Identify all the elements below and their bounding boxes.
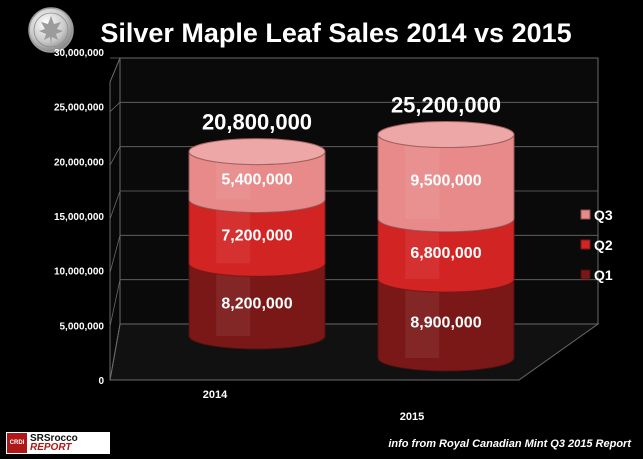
- y-tick-label: 30,000,000: [54, 48, 104, 59]
- x-tick-label: 2014: [203, 389, 228, 401]
- bar-cap-q3-2014: [188, 138, 326, 166]
- chart-frame: [109, 57, 600, 381]
- data-label: 5,400,000: [221, 172, 292, 189]
- legend: Q3 Q2 Q1: [580, 207, 613, 283]
- bar-highlight: [405, 134, 440, 219]
- total-label: 20,800,000: [202, 110, 312, 135]
- gridline-side: [109, 146, 121, 166]
- logo-top-text: SRSrocco: [30, 433, 78, 444]
- gridline-side: [109, 102, 121, 112]
- legend-label: Q3: [594, 207, 613, 223]
- srsrocco-logo: CRDI SRSrocco REPORT: [6, 432, 110, 454]
- legend-swatch: [580, 239, 591, 250]
- y-tick-label: 10,000,000: [54, 267, 104, 278]
- y-tick-label: 15,000,000: [54, 212, 104, 223]
- data-label: 6,800,000: [410, 245, 481, 262]
- x-tick-label: 2015: [400, 411, 424, 423]
- legend-swatch: [580, 209, 591, 220]
- x-axis: 2014 2015: [203, 389, 424, 423]
- data-label: 8,200,000: [221, 296, 292, 313]
- legend-swatch: [580, 269, 591, 280]
- gridline-side: [109, 235, 121, 273]
- gridline-side: [109, 190, 121, 220]
- bars: 8,200,000 7,200,000 5,400,000 20,800,000 8,9…: [188, 93, 515, 372]
- legend-label: Q2: [594, 237, 613, 253]
- floor: [109, 323, 600, 381]
- y-tick-label: 0: [98, 376, 104, 387]
- data-label: 8,900,000: [410, 315, 481, 332]
- data-label: 7,200,000: [221, 227, 292, 244]
- silver-coin-icon: [28, 7, 74, 53]
- y-axis: 0 5,000,000 10,000,000 15,000,000 20,000,000…: [54, 48, 105, 387]
- source-note: info from Royal Canadian Mint Q3 2015 Re…: [388, 438, 631, 450]
- chart-title: Silver Maple Leaf Sales 2014 vs 2015: [100, 18, 571, 48]
- gridline-side: [109, 323, 121, 381]
- data-label: 9,500,000: [410, 173, 481, 190]
- y-tick-label: 20,000,000: [54, 157, 104, 168]
- logo-bottom-text: REPORT: [30, 442, 72, 453]
- bar-cap-q3-2015: [377, 121, 515, 149]
- legend-label: Q1: [594, 267, 613, 283]
- total-label: 25,200,000: [391, 93, 501, 118]
- y-tick-label: 5,000,000: [60, 321, 105, 332]
- logo-badge: CRDI: [7, 433, 27, 453]
- y-tick-label: 25,000,000: [54, 103, 104, 114]
- gridline-side: [109, 279, 121, 327]
